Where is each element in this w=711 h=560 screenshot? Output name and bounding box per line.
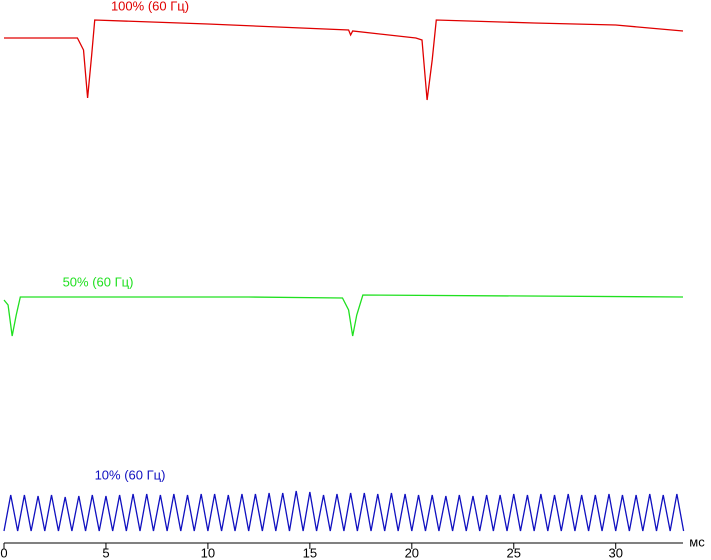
x-tick-label: 5 xyxy=(102,545,109,560)
trace-line xyxy=(3,294,684,337)
series-label: 10% (60 Гц) xyxy=(95,467,166,482)
series-label: 100% (60 Гц) xyxy=(111,0,189,13)
x-tick-label: 10 xyxy=(201,545,215,560)
trace-line xyxy=(4,19,684,101)
x-axis-label: мс xyxy=(689,534,705,549)
x-tick-label: 0 xyxy=(0,545,7,560)
x-tick-label: 25 xyxy=(507,545,521,560)
x-tick-label: 20 xyxy=(405,545,419,560)
x-tick-label: 30 xyxy=(608,545,622,560)
x-tick-label: 15 xyxy=(303,545,317,560)
series-label: 50% (60 Гц) xyxy=(63,274,134,289)
trace-line xyxy=(3,490,685,532)
